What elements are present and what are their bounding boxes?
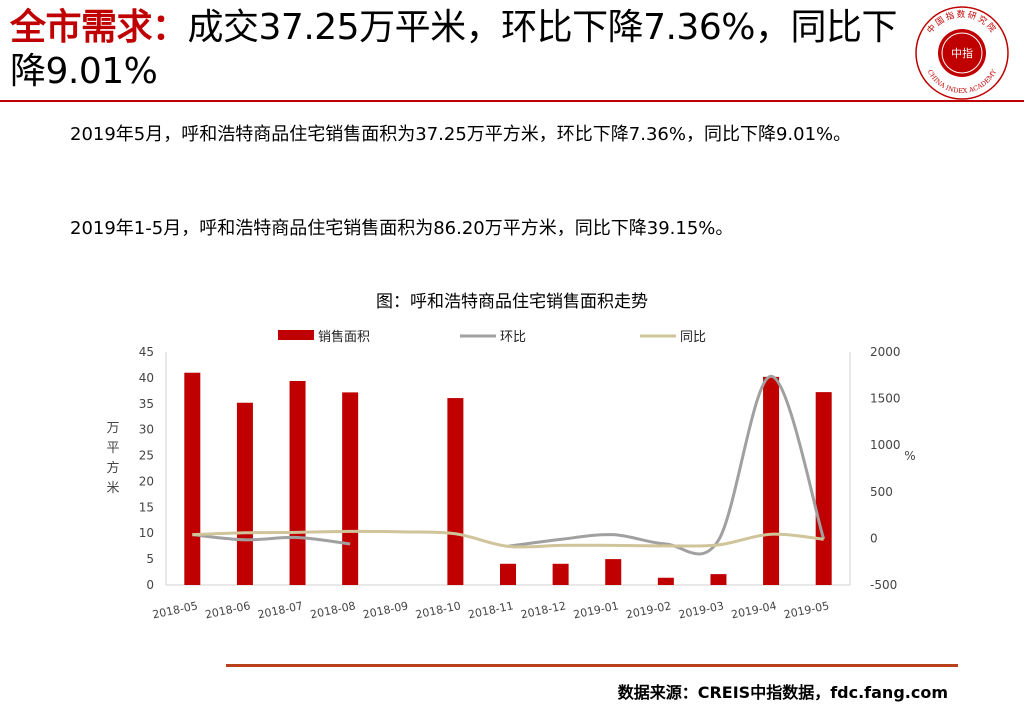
x-tick-label: 2018-12 xyxy=(520,599,568,621)
bar-sales-area xyxy=(342,392,359,585)
page-title: 全市需求：成交37.25万平米，环比下降7.36%，同比下降9.01% xyxy=(10,6,910,94)
data-source: 数据来源：CREIS中指数据，fdc.fang.com xyxy=(617,683,948,702)
bar-sales-area xyxy=(710,574,727,585)
x-tick-label: 2018-05 xyxy=(151,599,199,621)
title-rest: 成交37.25万平米，环比下降7.36%，同比下降9.01% xyxy=(10,7,897,92)
china-index-academy-logo: 中指 中国指数研究院 CHINA INDEX ACADEMY xyxy=(915,6,1009,100)
y-tick-label: 30 xyxy=(139,423,154,437)
header-divider xyxy=(0,100,1024,102)
bar-sales-area xyxy=(815,392,832,585)
y-tick-label: 25 xyxy=(139,449,154,463)
chart-title: 图：呼和浩特商品住宅销售面积走势 xyxy=(376,292,648,312)
y-tick-label: 0 xyxy=(146,578,154,592)
y-tick-label: 10 xyxy=(139,526,154,540)
legend-label: 同比 xyxy=(680,330,706,345)
bar-sales-area xyxy=(763,376,780,585)
x-tick-label: 2019-05 xyxy=(783,599,831,621)
y-axis-label-char: 万 xyxy=(106,421,119,436)
bar-sales-area xyxy=(289,380,306,585)
y-tick-label: 45 xyxy=(139,345,154,359)
x-tick-label: 2018-07 xyxy=(256,599,304,621)
line-yoy xyxy=(192,529,824,549)
title-lead: 全市需求： xyxy=(10,7,188,48)
x-tick-label: 2019-03 xyxy=(677,599,725,621)
line-mom xyxy=(192,533,351,546)
y2-tick-label: 500 xyxy=(870,485,893,499)
paragraph-monthly: 2019年5月，呼和浩特商品住宅销售面积为37.25万平方米，环比下降7.36%… xyxy=(70,124,852,145)
y-tick-label: 40 xyxy=(139,371,154,385)
y-tick-label: 15 xyxy=(139,500,154,514)
y2-tick-label: -500 xyxy=(870,578,897,592)
legend-label: 环比 xyxy=(500,330,526,345)
bar-sales-area xyxy=(500,563,516,585)
y-tick-label: 5 xyxy=(146,552,154,566)
paragraph-ytd: 2019年1-5月，呼和浩特商品住宅销售面积为86.20万平方米，同比下降39.… xyxy=(70,218,734,239)
legend-swatch-bar xyxy=(278,330,314,340)
y-tick-label: 35 xyxy=(139,397,154,411)
x-tick-label: 2019-04 xyxy=(730,599,778,621)
x-tick-label: 2018-10 xyxy=(414,599,462,621)
y-axis-label-char: 平 xyxy=(106,441,119,456)
y2-tick-label: 0 xyxy=(870,531,878,545)
y2-tick-label: 2000 xyxy=(870,345,901,359)
x-tick-label: 2018-06 xyxy=(204,599,252,621)
x-tick-label: 2019-02 xyxy=(625,599,673,621)
y-tick-label: 20 xyxy=(139,474,154,488)
y2-axis-label: % xyxy=(904,449,915,463)
y-axis-label-char: 方 xyxy=(106,460,119,476)
line-mom xyxy=(507,374,826,556)
x-tick-label: 2018-09 xyxy=(362,599,410,621)
x-tick-label: 2018-08 xyxy=(309,599,357,621)
legend-label: 销售面积 xyxy=(318,329,370,345)
x-tick-label: 2019-01 xyxy=(572,599,620,621)
bar-sales-area xyxy=(236,402,253,585)
bar-sales-area xyxy=(447,398,464,585)
y2-tick-label: 1500 xyxy=(870,392,901,406)
y2-tick-label: 1000 xyxy=(870,438,901,452)
bar-sales-area xyxy=(657,577,674,585)
bar-sales-area xyxy=(184,372,201,585)
bar-sales-area xyxy=(605,559,622,585)
y-axis-label-char: 米 xyxy=(106,481,119,496)
logo-center-text: 中指 xyxy=(951,46,973,60)
bar-sales-area xyxy=(552,563,569,585)
footer-divider xyxy=(226,664,958,667)
x-tick-label: 2018-11 xyxy=(467,599,515,621)
